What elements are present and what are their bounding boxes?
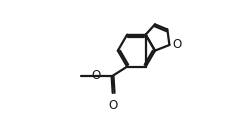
Text: O: O <box>108 99 117 112</box>
Text: O: O <box>91 69 100 82</box>
Text: O: O <box>172 38 181 51</box>
